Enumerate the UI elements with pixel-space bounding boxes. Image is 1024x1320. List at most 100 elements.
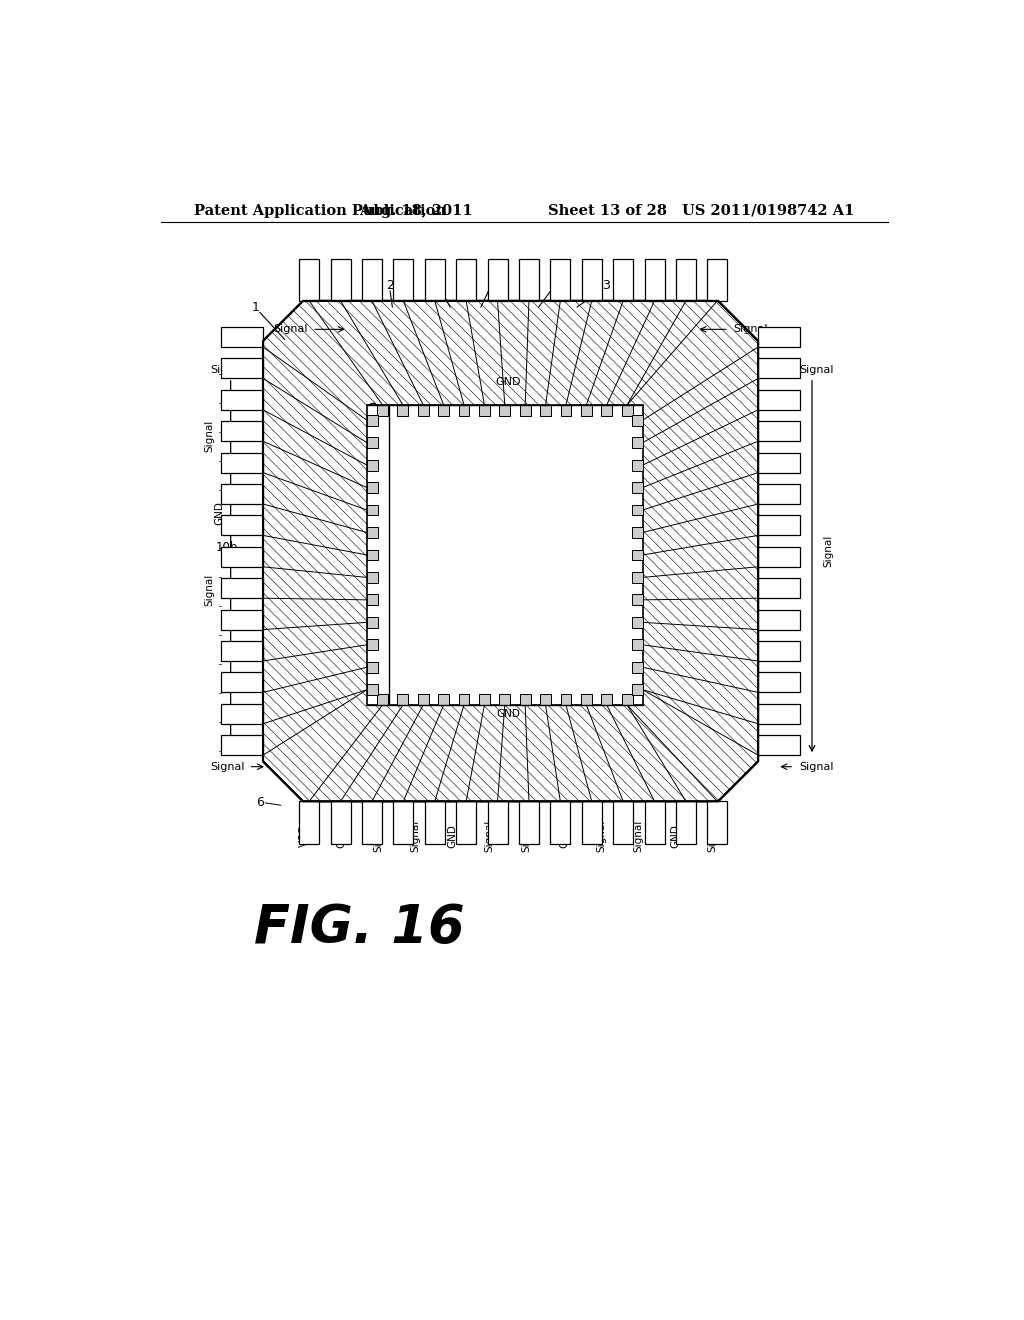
Bar [367,572,378,583]
Bar [644,259,665,301]
Bar [550,801,570,843]
Bar [581,405,592,416]
Bar [632,572,643,583]
Text: Signal: Signal [205,573,215,606]
Text: 1: 1 [252,301,260,314]
Text: GND: GND [447,824,458,847]
Bar [622,405,633,416]
Bar [367,549,378,561]
Bar [367,414,378,425]
Bar [438,694,449,705]
Bar [520,694,530,705]
Text: Signal: Signal [273,325,307,334]
Bar [397,405,409,416]
Text: 10a: 10a [401,560,423,573]
Bar [519,801,539,843]
Text: GND: GND [336,824,346,847]
Text: Aug. 18, 2011: Aug. 18, 2011 [358,203,472,218]
Bar [758,672,801,693]
Text: GND: GND [496,376,520,387]
Text: 7: 7 [497,265,504,279]
Text: Signal: Signal [522,820,531,853]
Bar [632,482,643,492]
Text: Signal: Signal [823,535,834,568]
Bar [367,639,378,651]
Bar [758,421,801,441]
Bar [582,801,602,843]
Bar [560,694,571,705]
Bar [758,735,801,755]
Bar [367,594,378,606]
Text: GND: GND [369,400,379,425]
Bar [220,735,263,755]
Text: Signal: Signal [210,366,245,375]
Text: Signal: Signal [708,820,717,853]
Text: GND: GND [214,500,224,524]
Text: 6: 6 [256,796,264,809]
Bar [632,616,643,628]
Bar [550,259,570,301]
Bar [425,259,444,301]
Bar [367,405,643,705]
Text: 9: 9 [504,529,512,543]
Bar [220,327,263,347]
Text: GND: GND [631,562,641,586]
Text: Signal: Signal [210,762,245,772]
Bar [367,661,378,673]
Text: Signal: Signal [205,420,215,451]
Text: GND: GND [369,609,379,632]
Bar [425,801,444,843]
Text: GND: GND [369,492,379,517]
Bar [456,801,476,843]
Bar [418,405,429,416]
Bar [220,421,263,441]
Text: 3: 3 [602,279,609,292]
Bar [758,389,801,409]
Bar [632,459,643,470]
Bar [613,801,633,843]
Bar [220,704,263,723]
Text: Signal: Signal [799,762,834,772]
Bar [299,801,319,843]
Bar [581,694,592,705]
Bar [632,414,643,425]
Text: GND: GND [559,824,569,847]
Bar [676,259,696,301]
Text: Signal: Signal [596,820,606,853]
Bar [632,684,643,696]
Bar [220,453,263,473]
Bar [367,459,378,470]
Bar [758,515,801,536]
Bar [582,259,602,301]
Bar [220,578,263,598]
Bar [377,694,388,705]
Bar [622,694,633,705]
Bar [367,504,378,515]
Bar [644,801,665,843]
Bar [438,405,449,416]
Text: FIG. 16: FIG. 16 [254,903,465,954]
Text: GND: GND [670,824,680,847]
Bar [220,642,263,661]
Bar [601,694,612,705]
Bar [758,453,801,473]
Bar [220,484,263,504]
Bar [220,515,263,536]
Bar [479,694,489,705]
Bar [479,405,489,416]
Bar [377,405,388,416]
Text: 4: 4 [552,277,560,289]
Bar [331,801,350,843]
Bar [632,549,643,561]
Bar [541,694,551,705]
Bar [367,616,378,628]
Bar [331,259,350,301]
Text: Signal: Signal [374,820,383,853]
Bar [367,684,378,696]
Bar [220,359,263,379]
Bar [758,546,801,566]
Bar [397,694,409,705]
Bar [487,801,508,843]
Bar [367,482,378,492]
Bar [708,259,727,301]
